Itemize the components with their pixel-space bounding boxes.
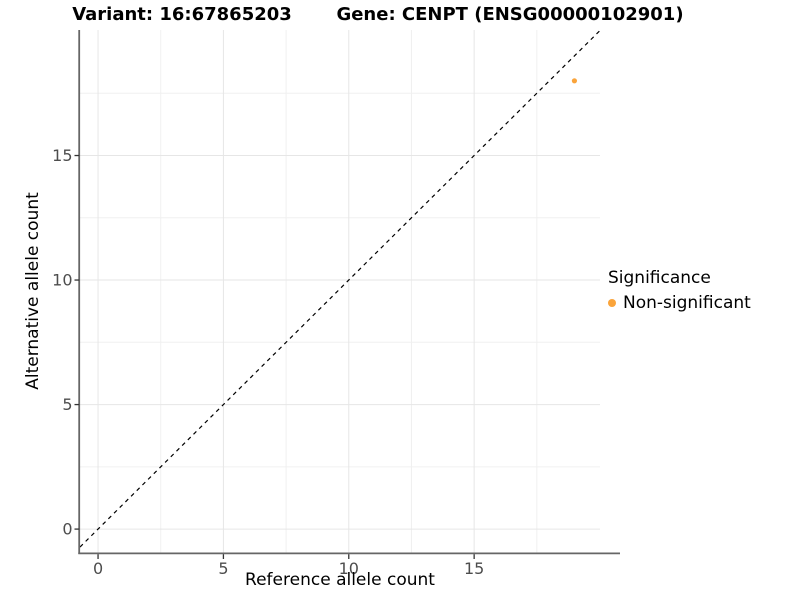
major-gridlines	[80, 30, 600, 553]
data-point	[571, 78, 578, 84]
data-points	[571, 78, 578, 84]
legend-key-dot-icon	[608, 299, 616, 307]
tick-marks	[74, 154, 475, 559]
x-tick-labels: 0 5 10 15	[93, 559, 484, 578]
gene-title: Gene: CENPT (ENSG00000102901)	[336, 4, 684, 25]
legend-item-label: Non-significant	[623, 293, 751, 313]
svg-text:10: 10	[339, 559, 359, 578]
identity-reference-line	[79, 30, 601, 548]
svg-text:0: 0	[62, 520, 72, 539]
svg-text:15: 15	[464, 559, 484, 578]
legend-title: Significance	[608, 268, 711, 288]
x-axis-title: Reference allele count	[245, 570, 435, 590]
svg-text:10: 10	[52, 271, 72, 290]
minor-gridlines	[80, 30, 600, 553]
legend-item-non-significant: Non-significant	[608, 293, 751, 313]
svg-text:15: 15	[52, 146, 72, 165]
y-tick-labels: 0 5 10 15	[52, 146, 72, 539]
legend: Significance Non-significant	[608, 268, 751, 313]
svg-text:0: 0	[93, 559, 103, 578]
axis-lines	[78, 30, 620, 555]
y-axis-title: Alternative allele count	[23, 192, 43, 390]
svg-text:5: 5	[218, 559, 228, 578]
svg-text:5: 5	[62, 395, 72, 414]
variant-title: Variant: 16:67865203	[72, 4, 292, 25]
